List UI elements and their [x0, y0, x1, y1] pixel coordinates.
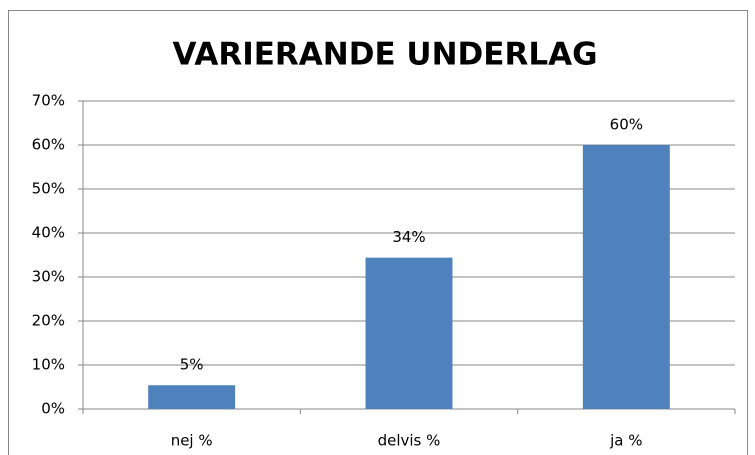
y-tick-label: 70% [32, 92, 65, 110]
x-tick-label: nej % [171, 432, 213, 450]
data-label: 34% [392, 228, 425, 246]
bar [582, 145, 670, 409]
bar [148, 385, 236, 409]
y-tick-label: 40% [32, 224, 65, 242]
y-tick-label: 20% [32, 312, 65, 330]
data-label: 60% [610, 116, 643, 134]
y-tick-label: 60% [32, 136, 65, 154]
x-tick-label: delvis % [378, 432, 441, 450]
bar [365, 257, 453, 409]
y-tick-label: 10% [32, 356, 65, 374]
y-tick-label: 50% [32, 180, 65, 198]
chart-title: VARIERANDE UNDERLAG [172, 37, 597, 73]
data-label: 5% [180, 356, 204, 374]
y-tick-label: 30% [32, 268, 65, 286]
x-tick-label: ja % [609, 432, 642, 450]
y-tick-label: 0% [41, 400, 65, 418]
